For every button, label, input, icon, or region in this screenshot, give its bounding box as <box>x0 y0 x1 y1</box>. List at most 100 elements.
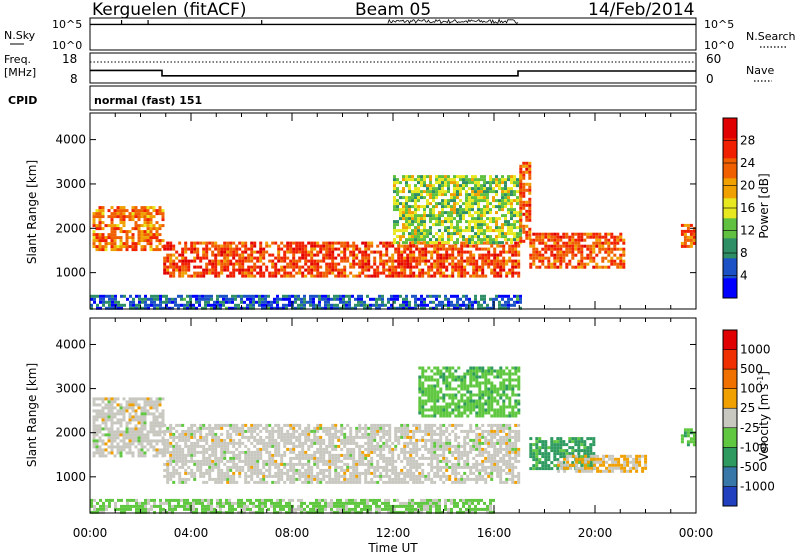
echo-cell <box>307 429 311 433</box>
echo-cell <box>210 306 213 310</box>
echo-cell <box>427 447 431 451</box>
echo-cell <box>98 424 102 428</box>
echo-cell <box>271 435 275 439</box>
echo-cell <box>163 438 167 442</box>
echo-cell <box>214 265 218 269</box>
echo-cell <box>253 450 257 454</box>
echo-cell <box>415 265 419 269</box>
echo-cell <box>253 256 257 260</box>
echo-cell <box>426 199 429 203</box>
echo-cell <box>304 268 308 272</box>
echo-cell <box>161 412 165 416</box>
echo-cell <box>253 462 257 466</box>
echo-cell <box>406 274 410 278</box>
echo-cell <box>324 297 327 301</box>
echo-cell <box>379 429 383 433</box>
echo-cell <box>92 218 96 222</box>
echo-cell <box>469 262 473 266</box>
echo-cell <box>393 205 396 209</box>
echo-cell <box>430 253 434 257</box>
echo-cell <box>430 450 434 454</box>
echo-cell <box>140 239 144 243</box>
echo-cell <box>352 471 356 475</box>
echo-cell <box>393 184 396 188</box>
echo-cell <box>120 306 123 310</box>
echo-cell <box>556 247 560 251</box>
echo-cell <box>613 259 617 263</box>
echo-cell <box>205 480 209 484</box>
echo-cell <box>382 423 386 427</box>
echo-cell <box>528 227 532 231</box>
echo-cell <box>181 438 185 442</box>
echo-cell <box>92 236 96 240</box>
echo-cell <box>241 465 245 469</box>
echo-cell <box>465 199 468 203</box>
echo-cell <box>477 205 480 209</box>
echo-cell <box>178 271 182 275</box>
power-colorbar-tick-label: 24 <box>740 156 755 170</box>
echo-cell <box>309 303 312 307</box>
echo-cell <box>460 262 464 266</box>
echo-cell <box>528 218 532 222</box>
echo-cell <box>364 274 368 278</box>
echo-cell <box>304 441 308 445</box>
echo-cell <box>283 423 287 427</box>
echo-cell <box>232 474 236 478</box>
echo-cell <box>408 306 411 310</box>
echo-cell <box>397 253 401 257</box>
echo-cell <box>301 253 305 257</box>
echo-cell <box>328 271 332 275</box>
echo-cell <box>307 241 311 245</box>
echo-cell <box>125 233 129 237</box>
echo-cell <box>104 427 108 431</box>
echo-cell <box>298 453 302 457</box>
echo-cell <box>409 438 413 442</box>
echo-cell <box>172 450 176 454</box>
echo-cell <box>318 297 321 301</box>
echo-cell <box>423 220 426 224</box>
echo-cell <box>217 468 221 472</box>
echo-cell <box>143 451 147 455</box>
echo-cell <box>137 433 141 437</box>
echo-cell <box>402 297 405 301</box>
echo-cell <box>432 306 435 310</box>
echo-cell <box>181 271 185 275</box>
echo-cell <box>360 303 363 307</box>
echo-cell <box>226 247 230 251</box>
echo-cell <box>418 423 422 427</box>
echo-cell <box>477 220 480 224</box>
echo-cell <box>337 459 341 463</box>
echo-cell <box>149 218 153 222</box>
echo-cell <box>137 454 141 458</box>
echo-cell <box>229 468 233 472</box>
echo-cell <box>357 297 360 301</box>
echo-cell <box>415 244 419 248</box>
echo-cell <box>259 447 263 451</box>
echo-cell <box>487 429 491 433</box>
echo-cell <box>361 256 365 260</box>
echo-cell <box>442 480 446 484</box>
echo-cell <box>493 247 497 251</box>
freq-frame <box>89 52 697 84</box>
echo-cell <box>202 450 206 454</box>
echo-cell <box>319 250 323 254</box>
echo-cell <box>178 447 182 451</box>
echo-cell <box>468 223 471 227</box>
echo-cell <box>322 453 326 457</box>
echo-cell <box>128 430 132 434</box>
echo-cell <box>499 474 503 478</box>
echo-cell <box>418 271 422 275</box>
echo-cell <box>486 202 489 206</box>
echo-cell <box>487 471 491 475</box>
echo-cell <box>163 444 167 448</box>
echo-cell <box>298 471 302 475</box>
echo-cell <box>402 217 405 221</box>
echo-cell <box>484 247 488 251</box>
echo-cell <box>454 471 458 475</box>
echo-cell <box>294 297 297 301</box>
echo-cell <box>459 303 462 307</box>
echo-cell <box>134 400 138 404</box>
echo-cell <box>462 235 465 239</box>
echo-cell <box>217 459 221 463</box>
echo-cell <box>489 226 492 230</box>
